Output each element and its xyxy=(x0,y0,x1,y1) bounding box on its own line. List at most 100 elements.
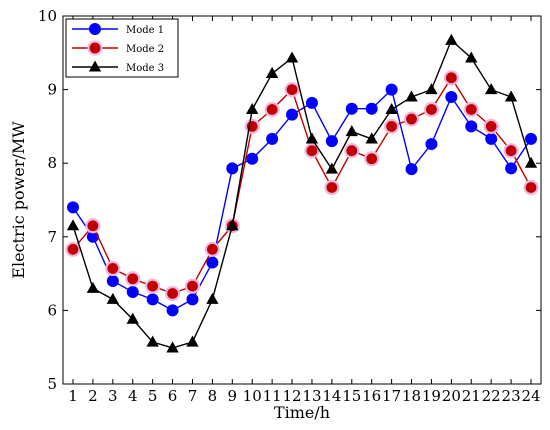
data-point xyxy=(485,132,498,145)
data-point xyxy=(284,81,300,98)
x-axis-title: Time/h xyxy=(274,403,330,422)
data-point xyxy=(344,143,360,159)
data-point xyxy=(504,90,518,102)
y-tick-label: 8 xyxy=(47,154,57,172)
y-tick-label: 9 xyxy=(47,81,57,99)
data-point xyxy=(204,241,220,257)
x-tick-label: 18 xyxy=(402,387,421,405)
data-point xyxy=(126,286,139,298)
data-point xyxy=(365,102,378,115)
legend-marker xyxy=(89,23,101,35)
data-point xyxy=(305,132,319,144)
data-point xyxy=(385,83,398,96)
data-point xyxy=(264,101,280,118)
data-point xyxy=(106,292,120,304)
data-point xyxy=(385,102,398,115)
data-point xyxy=(145,278,161,294)
series-1 xyxy=(67,83,537,317)
y-axis-title: Electric power/MW xyxy=(9,121,28,279)
data-point xyxy=(186,293,199,306)
data-point xyxy=(146,335,159,347)
data-point xyxy=(246,102,259,115)
axes: 1 2 3 4 5 6 7 8 9 10 11 12 13 14 15 16 17 18 19 20 21 22 23 245… xyxy=(9,7,542,422)
data-point xyxy=(286,108,299,121)
x-tick-label: 5 xyxy=(148,387,158,405)
legend-item-2: Mode 2 xyxy=(72,40,164,56)
plot-frame xyxy=(62,15,542,385)
x-tick-label: 19 xyxy=(422,387,441,405)
series-line xyxy=(72,88,532,312)
data-point xyxy=(126,312,139,324)
data-point xyxy=(285,51,299,63)
x-tick-label: 7 xyxy=(188,387,198,405)
data-point xyxy=(384,118,400,135)
data-point xyxy=(266,132,279,145)
y-tick-label: 10 xyxy=(38,7,57,25)
y-tick-label: 7 xyxy=(47,228,57,246)
data-point xyxy=(443,70,459,86)
data-point xyxy=(184,278,201,294)
series-3 xyxy=(66,33,538,353)
data-point xyxy=(484,83,498,95)
x-tick-label: 22 xyxy=(482,387,501,405)
data-point xyxy=(465,51,478,63)
x-tick-label: 16 xyxy=(362,387,381,405)
data-point xyxy=(226,162,239,175)
data-point xyxy=(445,33,458,45)
data-point xyxy=(146,293,159,306)
series-2 xyxy=(65,70,539,302)
legend-item-3: Mode 3 xyxy=(72,60,164,74)
x-tick-label: 23 xyxy=(502,387,521,405)
data-point xyxy=(65,241,81,257)
data-point xyxy=(226,219,239,231)
data-point xyxy=(186,335,199,347)
data-point xyxy=(425,83,438,95)
data-point xyxy=(345,102,358,115)
data-point xyxy=(403,111,420,127)
data-point xyxy=(166,304,179,317)
y-tick-label: 5 xyxy=(47,375,57,393)
x-tick-label: 9 xyxy=(228,387,238,405)
x-tick-label: 21 xyxy=(462,387,481,405)
legend-marker xyxy=(87,40,103,56)
x-tick-label: 8 xyxy=(208,387,218,405)
series-line xyxy=(72,39,532,349)
data-point xyxy=(105,260,121,277)
data-point xyxy=(305,96,318,109)
legend-label: Mode 3 xyxy=(126,63,164,74)
data-point xyxy=(365,132,378,144)
x-tick-label: 17 xyxy=(382,387,401,405)
data-point xyxy=(86,281,100,293)
data-point xyxy=(265,66,279,78)
data-point xyxy=(246,152,259,165)
data-point xyxy=(423,101,440,118)
data-point xyxy=(244,118,260,135)
data-point xyxy=(304,143,320,159)
x-tick-label: 15 xyxy=(342,387,361,405)
x-tick-label: 3 xyxy=(108,387,118,405)
data-point xyxy=(67,201,79,214)
data-point xyxy=(445,90,458,103)
data-point xyxy=(325,162,339,174)
data-point xyxy=(125,271,141,287)
data-point xyxy=(66,219,80,231)
data-point xyxy=(166,341,179,353)
x-tick-label: 10 xyxy=(243,387,262,405)
legend-label: Mode 1 xyxy=(126,25,164,36)
data-point xyxy=(525,132,537,145)
data-point xyxy=(206,292,219,304)
x-tick-label: 6 xyxy=(168,387,178,405)
series-line xyxy=(72,76,532,295)
x-tick-label: 4 xyxy=(128,387,138,405)
data-point xyxy=(364,151,380,167)
data-point xyxy=(325,135,338,148)
legend-label: Mode 2 xyxy=(126,44,164,55)
data-point xyxy=(345,125,358,137)
data-point xyxy=(164,285,181,302)
legend: Mode 1 Mode 2 Mode 3 xyxy=(65,18,179,78)
data-point xyxy=(523,179,539,196)
data-point xyxy=(465,120,478,133)
x-tick-label: 13 xyxy=(302,387,321,405)
x-tick-label: 2 xyxy=(88,387,98,405)
